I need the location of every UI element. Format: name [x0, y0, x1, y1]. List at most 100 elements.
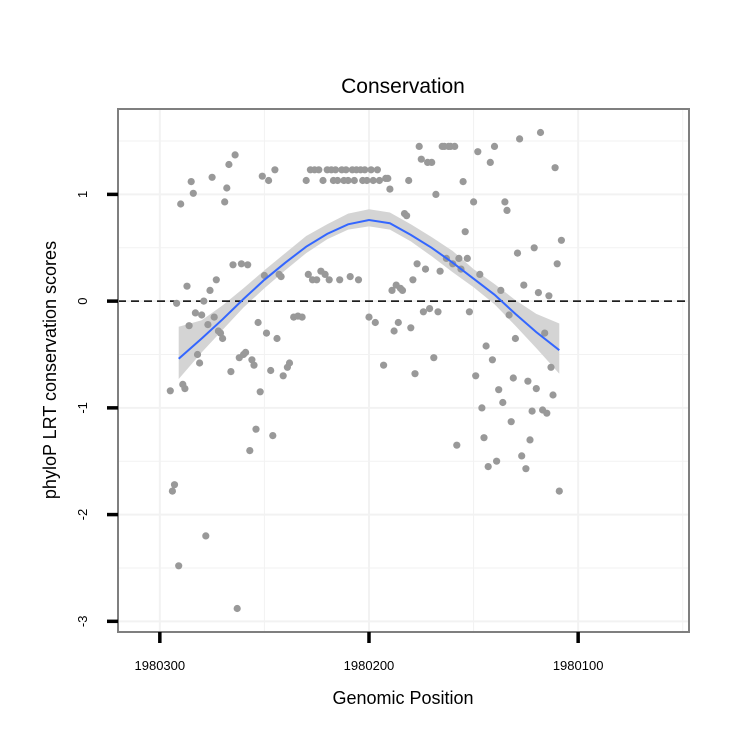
data-point [365, 313, 373, 321]
data-point [279, 372, 287, 380]
data-point [530, 244, 538, 252]
data-point [231, 151, 239, 159]
data-point [528, 407, 536, 415]
data-point [434, 308, 442, 316]
y-tick-label: 0 [75, 297, 90, 304]
data-point [254, 318, 262, 327]
data-point [373, 166, 381, 174]
data-point [319, 176, 327, 185]
data-point [520, 281, 528, 289]
x-tick-label: 1980200 [344, 658, 395, 673]
data-point [258, 172, 266, 180]
confidence-ribbon [178, 209, 560, 379]
data-point [354, 276, 363, 284]
data-point [269, 432, 277, 440]
x-axis: 1980300 1980200 1980100 [135, 632, 604, 673]
data-point [273, 334, 281, 343]
data-point [198, 311, 206, 319]
data-point [166, 387, 174, 395]
data-point [181, 385, 189, 393]
data-point [342, 166, 350, 174]
data-point [398, 286, 407, 294]
data-point [321, 270, 329, 278]
plot-panel [118, 109, 689, 632]
data-point [436, 267, 444, 275]
data-point [325, 276, 333, 284]
data-point [409, 276, 417, 284]
data-point [361, 166, 369, 174]
data-point [465, 308, 473, 316]
data-point [547, 363, 555, 371]
data-point [532, 385, 540, 393]
data-point [419, 308, 427, 316]
y-tick-label: -1 [75, 402, 90, 414]
data-point [553, 260, 561, 268]
scatter-points [166, 128, 566, 613]
data-point [225, 160, 233, 169]
data-point [505, 311, 513, 319]
confidence-band [178, 209, 560, 379]
data-point [524, 377, 532, 385]
data-point [474, 148, 482, 156]
data-point [336, 276, 344, 284]
data-point [511, 334, 519, 343]
data-point [189, 189, 197, 197]
data-point [204, 321, 212, 329]
data-point [168, 487, 176, 495]
data-point [486, 158, 494, 166]
data-point [193, 350, 202, 359]
data-point [507, 418, 515, 426]
data-point [216, 329, 225, 337]
data-point [200, 297, 208, 305]
y-tick-label: 1 [75, 191, 90, 198]
data-point [509, 374, 517, 382]
data-point [346, 273, 354, 281]
data-point [495, 386, 503, 394]
data-point [262, 329, 271, 337]
x-axis-title: Genomic Position [332, 688, 473, 708]
data-point [170, 481, 179, 489]
data-point [298, 313, 306, 321]
data-point [545, 292, 553, 300]
data-point [202, 532, 210, 540]
data-point [463, 254, 471, 262]
panel-background [118, 109, 689, 632]
data-point [313, 276, 321, 284]
data-point [183, 282, 191, 290]
data-point [277, 273, 285, 281]
data-point [367, 166, 375, 174]
data-point [185, 322, 193, 330]
data-point [493, 457, 501, 465]
data-point [363, 176, 371, 185]
panel-frame [117, 108, 690, 633]
y-tick-label: -2 [75, 509, 90, 521]
data-point [513, 249, 522, 257]
data-point [242, 348, 250, 356]
data-point [417, 155, 425, 163]
data-point [470, 198, 478, 206]
data-point [432, 190, 440, 198]
data-point [541, 329, 549, 337]
data-point [476, 270, 484, 278]
y-axis-title: phyloP LRT conservation scores [40, 241, 60, 499]
data-point [551, 164, 559, 172]
data-point [455, 254, 463, 262]
data-point [413, 260, 421, 268]
data-point [394, 318, 402, 327]
data-point [173, 299, 181, 307]
data-point [191, 309, 199, 317]
data-point [516, 135, 524, 143]
data-point [390, 327, 398, 335]
data-point [388, 286, 396, 294]
data-point [210, 313, 218, 321]
data-point [175, 562, 183, 570]
data-point [219, 334, 227, 343]
data-point [267, 366, 275, 375]
data-point [407, 324, 415, 332]
x-tick-label: 1980100 [553, 658, 604, 673]
data-point [428, 158, 436, 166]
data-point [526, 436, 534, 444]
data-point [482, 342, 490, 350]
data-point [459, 178, 467, 186]
